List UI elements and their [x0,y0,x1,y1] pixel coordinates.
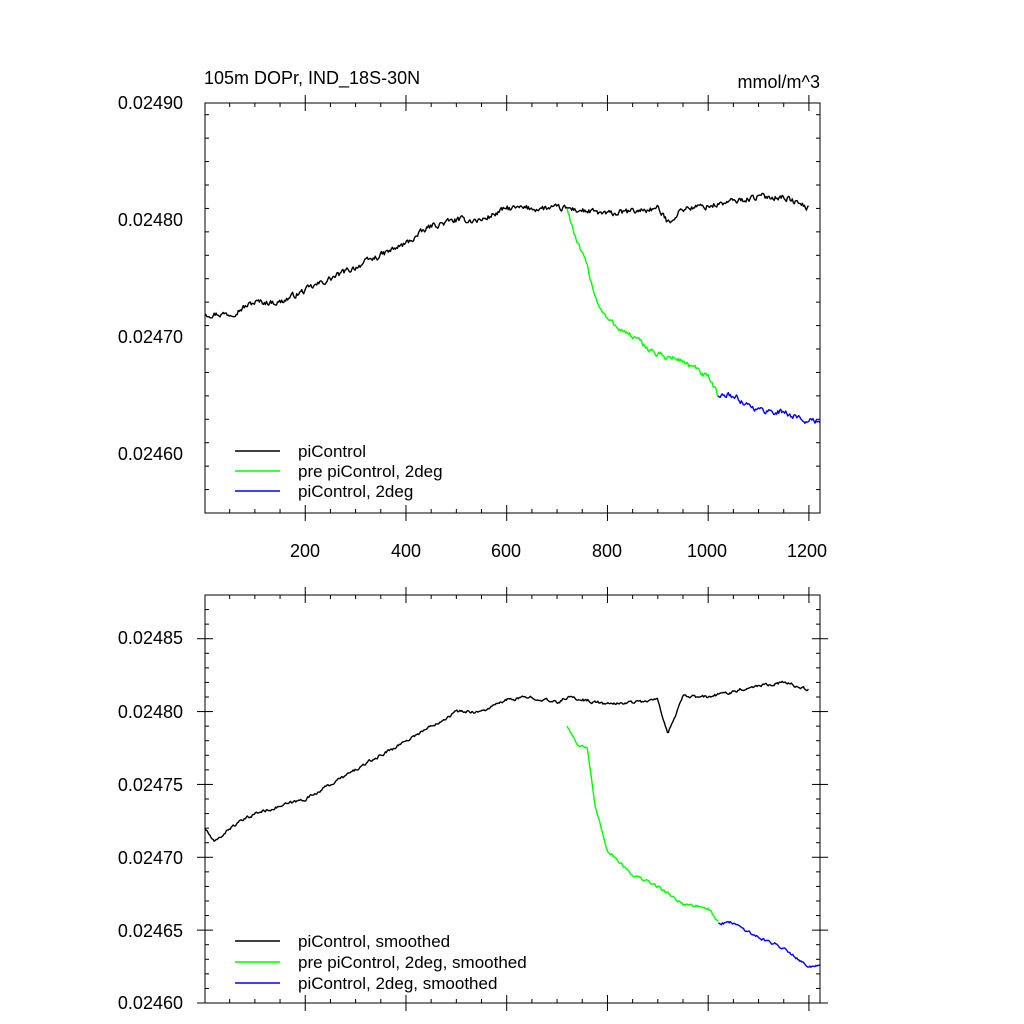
top-panel-title: 105m DOPr, IND_18S-30N [204,68,420,89]
top-plot-frame [204,102,821,514]
bottom-ytick-label: 0.02485 [118,628,183,648]
top-legend: piControl pre piControl, 2deg piControl,… [235,442,443,501]
series-line-picontrol-2deg-smoothed [717,920,821,968]
top-ytick-label: 0.02460 [118,444,183,464]
legend-label-pi-control-2deg: piControl, 2deg [298,482,413,501]
bottom-panel: 0.02460 0.02465 0.02470 0.02475 0.02480 … [118,587,828,1013]
series-line-pre-picontrol-2deg-smoothed [566,725,719,922]
bottom-legend: piControl, smoothed pre piControl, 2deg,… [235,932,527,993]
top-ytick-label: 0.02470 [118,327,183,347]
bottom-ytick-label: 0.02480 [118,702,183,722]
top-ytick-label: 0.02480 [118,210,183,230]
legend-label-pi-control-2deg-smoothed: piControl, 2deg, smoothed [298,974,497,993]
top-panel: 105m DOPr, IND_18S-30N mmol/m^3 0.02460 … [118,68,827,561]
bottom-ytick-label: 0.02460 [118,993,183,1013]
legend-label-pre-pi-control-2deg-smoothed: pre piControl, 2deg, smoothed [298,953,527,972]
bottom-ytick-label: 0.02470 [118,848,183,868]
top-xtick-label: 800 [592,541,622,561]
series-line-picontrol [204,192,810,319]
bottom-ytick-label: 0.02475 [118,775,183,795]
top-xtick-label: 200 [290,541,320,561]
top-xtick-label: 1000 [687,541,727,561]
legend-label-pi-control: piControl [298,442,366,461]
top-tick-layer [205,95,820,521]
bottom-series-layer [204,680,821,968]
series-line-pre-picontrol-2deg [566,208,719,398]
bottom-ytick-label: 0.02465 [118,921,183,941]
top-series-layer [204,192,821,425]
top-ytick-label: 0.02490 [118,93,183,113]
series-line-picontrol-smoothed [204,680,809,842]
legend-label-pi-control-smoothed: piControl, smoothed [298,932,450,951]
legend-label-pre-pi-control-2deg: pre piControl, 2deg [298,462,443,481]
bottom-tick-layer [197,587,828,1011]
top-panel-units: mmol/m^3 [738,72,820,92]
top-xtick-label: 400 [391,541,421,561]
top-xtick-label: 1200 [787,541,827,561]
series-line-picontrol-2deg [717,391,821,425]
top-xtick-label: 600 [491,541,521,561]
